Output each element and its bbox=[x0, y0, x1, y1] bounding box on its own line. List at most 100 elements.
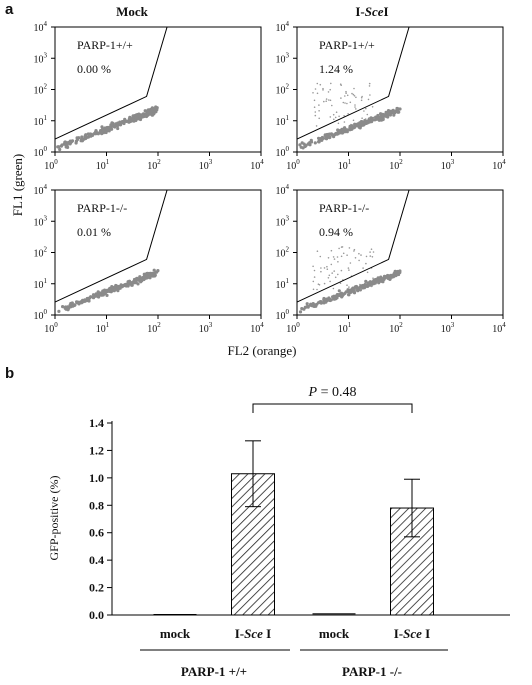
event-dot bbox=[396, 110, 400, 114]
event-dot bbox=[392, 113, 396, 117]
x-tick-label: 101 bbox=[96, 158, 110, 172]
group-label: PARP-1 -/- bbox=[342, 664, 402, 679]
event-dot bbox=[68, 304, 72, 308]
x-tick-label: 100 bbox=[44, 158, 58, 172]
event-dot bbox=[61, 305, 65, 309]
event-dot bbox=[351, 126, 356, 130]
flow-plots: 100100101101102102103103104104PARP-1+/+0… bbox=[34, 20, 507, 335]
y-tick-label: 0.4 bbox=[89, 553, 104, 567]
gfp-event-dot bbox=[370, 248, 373, 250]
x-tick-label: 104 bbox=[492, 158, 506, 172]
event-dot bbox=[359, 120, 363, 124]
gfp-event-dot bbox=[334, 116, 337, 119]
y-tick-label: 104 bbox=[276, 20, 290, 34]
genotype-label: PARP-1-/- bbox=[77, 201, 127, 215]
gfp-event-dot bbox=[320, 270, 322, 273]
p-value-label: P = 0.48 bbox=[308, 385, 357, 400]
event-dot bbox=[382, 277, 386, 281]
p-rest: = 0.48 bbox=[317, 385, 356, 400]
event-dot bbox=[96, 131, 100, 135]
event-dot bbox=[373, 280, 377, 284]
event-dot bbox=[57, 145, 61, 149]
gfp-event-dot bbox=[323, 282, 326, 285]
event-dot bbox=[313, 303, 317, 307]
gfp-event-dot bbox=[338, 247, 340, 250]
gfp-event-dot bbox=[353, 248, 356, 251]
gfp-event-dot bbox=[336, 256, 339, 258]
event-dot bbox=[80, 135, 84, 139]
event-dot bbox=[110, 121, 114, 125]
gfp-event-dot bbox=[330, 249, 333, 252]
tick-exp: 0 bbox=[44, 308, 48, 316]
gfp-event-dot bbox=[326, 268, 329, 271]
flow-xlabel: FL2 (orange) bbox=[228, 343, 297, 358]
y-tick-label: 102 bbox=[276, 246, 290, 260]
tick-base: 10 bbox=[34, 249, 44, 260]
gfp-event-dot bbox=[327, 277, 330, 279]
event-dot bbox=[116, 126, 120, 131]
y-tick-label: 0.2 bbox=[89, 581, 104, 595]
event-dot bbox=[100, 125, 104, 129]
gfp-event-dot bbox=[360, 99, 363, 102]
cat-prefix: I- bbox=[235, 626, 244, 641]
p-bracket bbox=[252, 403, 413, 413]
event-dot bbox=[343, 291, 347, 295]
tick-base: 10 bbox=[276, 86, 286, 97]
event-dot bbox=[336, 128, 340, 132]
tick-exp: 4 bbox=[44, 20, 48, 28]
tick-exp: 3 bbox=[286, 214, 290, 222]
x-tick-label: 103 bbox=[199, 158, 213, 172]
tick-exp: 1 bbox=[286, 277, 290, 285]
tick-base: 10 bbox=[286, 161, 296, 172]
tick-base: 10 bbox=[276, 23, 286, 34]
gate-line bbox=[54, 26, 168, 140]
event-dot bbox=[100, 127, 104, 132]
gfp-event-dot bbox=[329, 88, 332, 91]
tick-exp: 4 bbox=[260, 321, 264, 329]
gfp-event-dot bbox=[314, 88, 317, 90]
gfp-event-dot bbox=[346, 254, 348, 256]
tick-base: 10 bbox=[492, 161, 502, 172]
gfp-event-dot bbox=[339, 282, 342, 285]
event-dot bbox=[111, 287, 115, 291]
gfp-event-dot bbox=[319, 83, 322, 86]
gfp-event-dot bbox=[313, 276, 316, 278]
event-dot bbox=[306, 305, 310, 309]
tick-base: 10 bbox=[276, 117, 286, 128]
event-dot bbox=[152, 112, 156, 116]
event-dot bbox=[355, 288, 359, 292]
x-tick-label: 104 bbox=[492, 321, 506, 335]
cat-prefix: I- bbox=[394, 626, 403, 641]
tick-exp: 1 bbox=[348, 321, 352, 329]
gfp-event-dot bbox=[344, 95, 346, 97]
tick-base: 10 bbox=[96, 324, 106, 335]
event-dot bbox=[125, 119, 129, 123]
event-dot bbox=[115, 124, 119, 128]
y-tick-label: 103 bbox=[276, 214, 290, 228]
percent-label: 0.94 % bbox=[319, 225, 353, 239]
x-tick-label: 104 bbox=[250, 321, 264, 335]
gfp-event-dot bbox=[338, 115, 340, 118]
x-tick-label: 103 bbox=[199, 321, 213, 335]
gfp-event-dot bbox=[318, 110, 320, 112]
tick-base: 10 bbox=[147, 161, 157, 172]
x-tick-label: 102 bbox=[389, 158, 403, 172]
gfp-event-dot bbox=[312, 280, 315, 283]
event-dot bbox=[140, 279, 144, 283]
event-dot bbox=[366, 119, 370, 124]
tick-exp: 4 bbox=[286, 20, 290, 28]
tick-exp: 1 bbox=[106, 158, 110, 166]
gfp-event-dot bbox=[312, 265, 314, 268]
gfp-event-dot bbox=[342, 101, 345, 104]
tick-exp: 4 bbox=[44, 183, 48, 191]
tick-base: 10 bbox=[96, 161, 106, 172]
tick-base: 10 bbox=[338, 161, 348, 172]
tick-exp: 1 bbox=[106, 321, 110, 329]
x-tick-label: 102 bbox=[147, 321, 161, 335]
event-dot bbox=[149, 109, 153, 113]
event-dot bbox=[303, 305, 307, 309]
event-dot bbox=[57, 309, 61, 313]
event-dot bbox=[347, 293, 351, 297]
event-dot bbox=[130, 281, 134, 285]
